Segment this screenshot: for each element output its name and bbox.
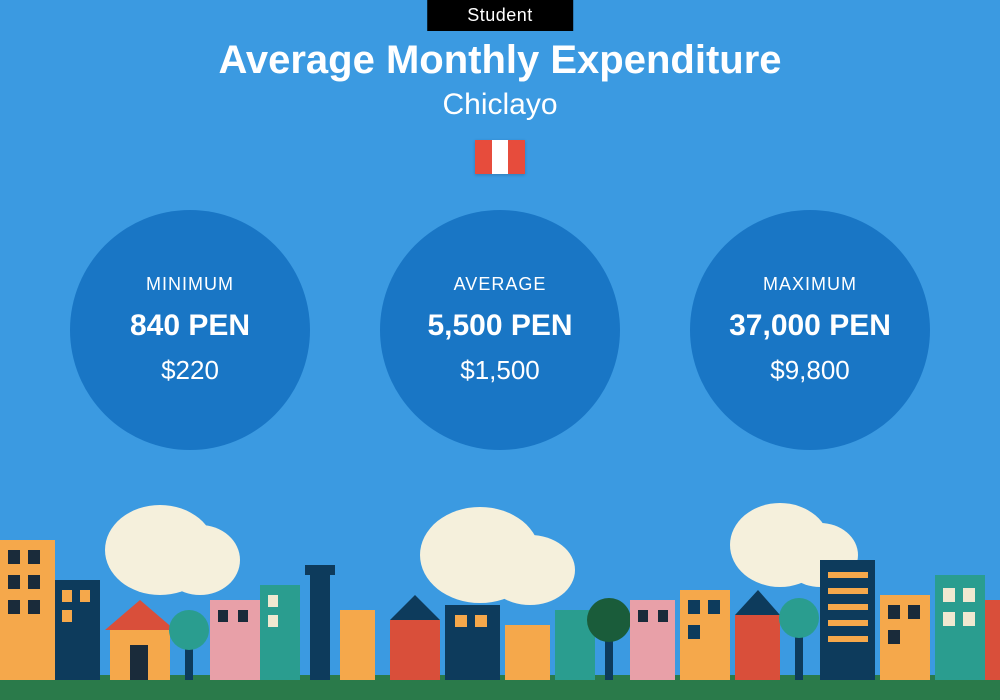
stat-circle-maximum: MAXIMUM 37,000 PEN $9,800 <box>690 210 930 450</box>
stat-secondary: $1,500 <box>460 355 540 386</box>
peru-flag-icon <box>475 140 525 174</box>
stat-secondary: $9,800 <box>770 355 850 386</box>
cloud-icon <box>105 505 240 595</box>
stat-primary: 5,500 PEN <box>427 309 572 343</box>
badge-label: Student <box>467 5 533 25</box>
stat-label: MAXIMUM <box>763 274 857 295</box>
stat-circle-average: AVERAGE 5,500 PEN $1,500 <box>380 210 620 450</box>
flag-stripe-left <box>475 140 492 174</box>
stat-circle-minimum: MINIMUM 840 PEN $220 <box>70 210 310 450</box>
stat-label: AVERAGE <box>454 274 547 295</box>
flag-stripe-right <box>508 140 525 174</box>
stat-primary: 840 PEN <box>130 309 250 343</box>
flag-stripe-center <box>492 140 509 174</box>
stat-secondary: $220 <box>161 355 219 386</box>
cityscape-illustration <box>0 500 1000 700</box>
student-badge: Student <box>427 0 573 31</box>
city-name: Chiclayo <box>0 88 1000 122</box>
stat-label: MINIMUM <box>146 274 234 295</box>
stat-primary: 37,000 PEN <box>729 309 891 343</box>
cloud-icon <box>420 507 575 605</box>
stats-row: MINIMUM 840 PEN $220 AVERAGE 5,500 PEN $… <box>0 210 1000 450</box>
page-title: Average Monthly Expenditure <box>0 38 1000 83</box>
